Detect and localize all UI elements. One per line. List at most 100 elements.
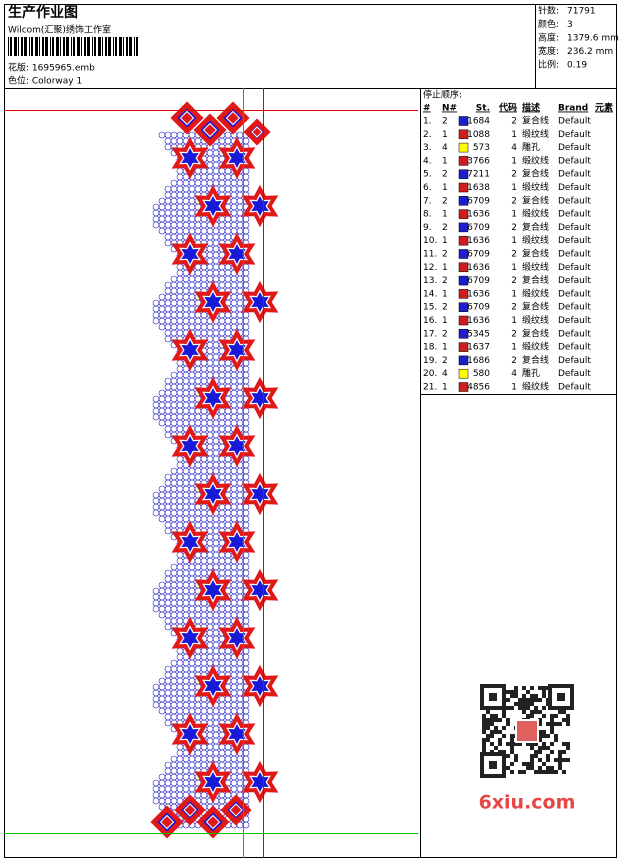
stitch bbox=[218, 317, 226, 325]
star bbox=[204, 772, 222, 792]
qr-cell bbox=[510, 762, 514, 766]
qr-cell bbox=[522, 698, 526, 702]
color-swatch bbox=[458, 289, 469, 299]
stitch bbox=[236, 665, 244, 673]
bar bbox=[21, 37, 23, 56]
stitch bbox=[236, 473, 244, 481]
row-num: 20. bbox=[423, 369, 437, 379]
stitch bbox=[206, 257, 214, 265]
qr-cell bbox=[514, 690, 518, 694]
stitch bbox=[194, 413, 202, 421]
stitch bbox=[200, 701, 208, 709]
qr-cell bbox=[482, 746, 486, 750]
stitch bbox=[158, 695, 166, 703]
stitch bbox=[188, 779, 196, 787]
stitch bbox=[170, 401, 178, 409]
stitch bbox=[218, 617, 226, 625]
row-code: 1636 bbox=[467, 263, 490, 273]
stitch bbox=[200, 761, 208, 769]
qr-finder-dot bbox=[489, 693, 497, 701]
stitch bbox=[158, 227, 166, 235]
stitch bbox=[236, 377, 244, 385]
row-st: 2 bbox=[511, 117, 517, 127]
bar bbox=[10, 37, 12, 56]
row-code: 573 bbox=[473, 143, 490, 153]
stitch bbox=[218, 605, 226, 613]
stitch bbox=[212, 443, 220, 451]
stitch bbox=[152, 689, 160, 697]
stitch bbox=[206, 521, 214, 529]
bar bbox=[87, 37, 90, 56]
row-n: 4 bbox=[442, 143, 448, 153]
stitch bbox=[170, 509, 178, 517]
qr-cell bbox=[558, 722, 562, 726]
qr-cell bbox=[510, 770, 514, 774]
stitch bbox=[170, 203, 178, 211]
stitch bbox=[170, 713, 178, 721]
stitch bbox=[170, 605, 178, 613]
row-brand: Default bbox=[558, 223, 591, 233]
row-st: 2 bbox=[511, 303, 517, 313]
row-brand: Default bbox=[558, 316, 591, 326]
stitch bbox=[224, 563, 232, 571]
qr-cell bbox=[558, 710, 562, 714]
stitch bbox=[182, 323, 190, 331]
stitch bbox=[218, 407, 226, 415]
qr-cell bbox=[538, 770, 542, 774]
stitch bbox=[224, 743, 232, 751]
qr-cell bbox=[566, 746, 570, 750]
stitch bbox=[176, 575, 184, 583]
row-num: 7. bbox=[423, 196, 432, 206]
qr-cell bbox=[506, 742, 510, 746]
stitch bbox=[230, 467, 238, 475]
qr-cell bbox=[494, 730, 498, 734]
bar bbox=[108, 37, 111, 56]
bar bbox=[63, 37, 65, 56]
qr-cell bbox=[558, 766, 562, 770]
stitch bbox=[212, 263, 220, 271]
stitch bbox=[164, 713, 172, 721]
qr-cell bbox=[514, 742, 518, 746]
stitch bbox=[194, 659, 202, 667]
stitch bbox=[218, 551, 226, 559]
stitch bbox=[200, 797, 208, 805]
stitch bbox=[152, 503, 160, 511]
stitch bbox=[218, 179, 226, 187]
stitch bbox=[200, 425, 208, 433]
stitch bbox=[164, 491, 172, 499]
stitch bbox=[194, 713, 202, 721]
stitch bbox=[188, 497, 196, 505]
column-header: St. bbox=[476, 104, 490, 114]
stitch bbox=[218, 755, 226, 763]
qr-cell bbox=[510, 750, 514, 754]
stitch bbox=[200, 503, 208, 511]
stitch bbox=[224, 131, 232, 139]
stitch bbox=[164, 599, 172, 607]
stitch bbox=[206, 347, 214, 355]
info-value: 71791 bbox=[567, 7, 596, 17]
stitch bbox=[236, 185, 244, 193]
stitch bbox=[212, 617, 220, 625]
row-num: 17. bbox=[423, 329, 437, 339]
stitch bbox=[188, 773, 196, 781]
stitch bbox=[170, 575, 178, 583]
stitch bbox=[182, 671, 190, 679]
stitch bbox=[176, 137, 184, 145]
stitch bbox=[188, 281, 196, 289]
row-desc: 缎纹线 bbox=[522, 208, 549, 220]
stitch bbox=[182, 695, 190, 703]
stitch bbox=[236, 197, 244, 205]
row-n: 1 bbox=[442, 210, 448, 220]
stitch bbox=[182, 179, 190, 187]
qr-cell bbox=[490, 722, 494, 726]
stitch bbox=[206, 437, 214, 445]
qr-cell bbox=[486, 726, 490, 730]
stitch bbox=[224, 701, 232, 709]
row-brand: Default bbox=[558, 210, 591, 220]
row-st: 2 bbox=[511, 223, 517, 233]
stitch bbox=[236, 659, 244, 667]
stitch bbox=[236, 503, 244, 511]
stitch bbox=[170, 395, 178, 403]
stitch bbox=[200, 185, 208, 193]
qr-cell bbox=[526, 762, 530, 766]
